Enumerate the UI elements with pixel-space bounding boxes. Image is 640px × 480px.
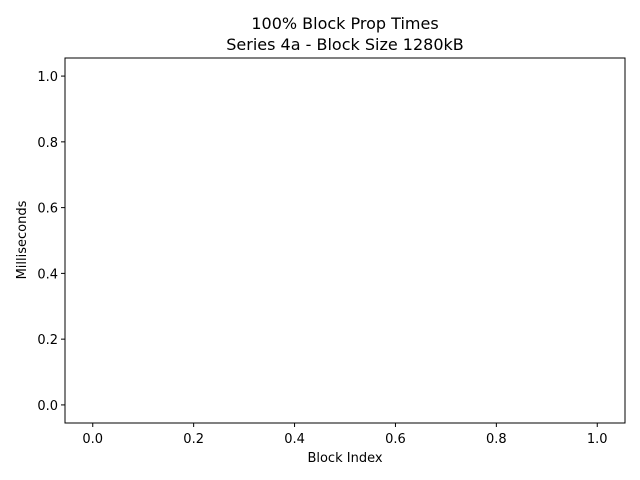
chart-title-line2: Series 4a - Block Size 1280kB [226, 35, 463, 54]
x-tick-label: 0.4 [284, 432, 305, 447]
x-tick-label: 0.0 [82, 432, 103, 447]
x-tick-label: 0.8 [486, 432, 507, 447]
y-tick-label: 0.0 [37, 399, 58, 414]
y-tick-label: 0.4 [37, 267, 58, 282]
y-tick-label: 0.2 [37, 333, 58, 348]
y-axis-label: Milliseconds [15, 200, 30, 279]
x-axis: 0.0 0.2 0.4 0.6 0.8 1.0 [82, 423, 608, 447]
y-axis: 0.0 0.2 0.4 0.6 0.8 1.0 [37, 70, 65, 414]
x-axis-label: Block Index [307, 451, 382, 466]
x-tick-label: 1.0 [587, 432, 608, 447]
y-tick-label: 0.8 [37, 136, 58, 151]
plot-area-frame [64, 57, 626, 424]
y-tick-label: 0.6 [37, 202, 58, 217]
chart-title-line1: 100% Block Prop Times [251, 14, 438, 33]
x-tick-label: 0.6 [385, 432, 406, 447]
y-tick-label: 1.0 [37, 70, 58, 85]
x-tick-label: 0.2 [183, 432, 204, 447]
